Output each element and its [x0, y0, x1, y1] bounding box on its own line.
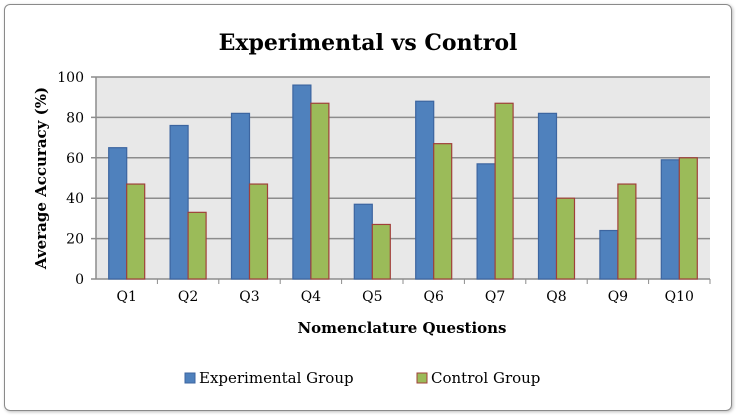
control-bar: [555, 197, 576, 280]
control-bar: [248, 183, 269, 280]
x-axis-label: Nomenclature Questions: [297, 319, 506, 337]
experimental-bar: [660, 159, 680, 280]
experimental-bar: [230, 112, 251, 280]
experimental-bar: [476, 163, 496, 280]
x-tick-label: Q6: [424, 289, 444, 305]
x-tick-label: Q3: [239, 289, 259, 305]
control-bar: [187, 211, 207, 280]
x-tick-label: Q4: [301, 289, 321, 305]
x-tick-label: Q5: [362, 289, 382, 305]
experimental-bar: [415, 100, 435, 280]
control-bar: [433, 143, 453, 280]
x-tick-label: Q1: [117, 289, 137, 305]
chart-title: Experimental vs Control: [219, 30, 518, 56]
y-tick-label: 80: [66, 110, 84, 126]
y-axis-label: Average Accuracy (%): [32, 87, 50, 270]
experimental-bar: [108, 147, 128, 280]
control-bar: [310, 102, 330, 280]
experimental-bar: [353, 203, 373, 280]
y-tick-label: 100: [57, 70, 84, 86]
x-tick-label: Q10: [665, 289, 694, 305]
experimental-bar: [599, 229, 619, 280]
y-tick-label: 60: [66, 151, 84, 167]
control-bar: [371, 223, 391, 280]
legend-swatch: [184, 372, 196, 384]
control-bar: [617, 183, 637, 280]
chart-frame: [4, 4, 732, 411]
experimental-bar: [537, 112, 558, 280]
y-tick-label: 40: [66, 191, 84, 207]
legend-swatch: [416, 372, 428, 384]
y-tick-label: 0: [75, 272, 84, 288]
y-tick-label: 20: [66, 232, 84, 248]
legend-label: Experimental Group: [199, 369, 354, 387]
x-tick-label: Q9: [608, 289, 628, 305]
control-bar: [494, 102, 514, 280]
experimental-bar: [169, 124, 189, 280]
legend-label: Control Group: [431, 369, 540, 387]
x-tick-label: Q2: [178, 289, 198, 305]
x-tick-label: Q7: [485, 289, 505, 305]
x-tick-label: Q8: [546, 289, 566, 305]
control-bar: [678, 157, 698, 280]
experimental-bar: [292, 84, 312, 280]
control-bar: [126, 183, 146, 280]
